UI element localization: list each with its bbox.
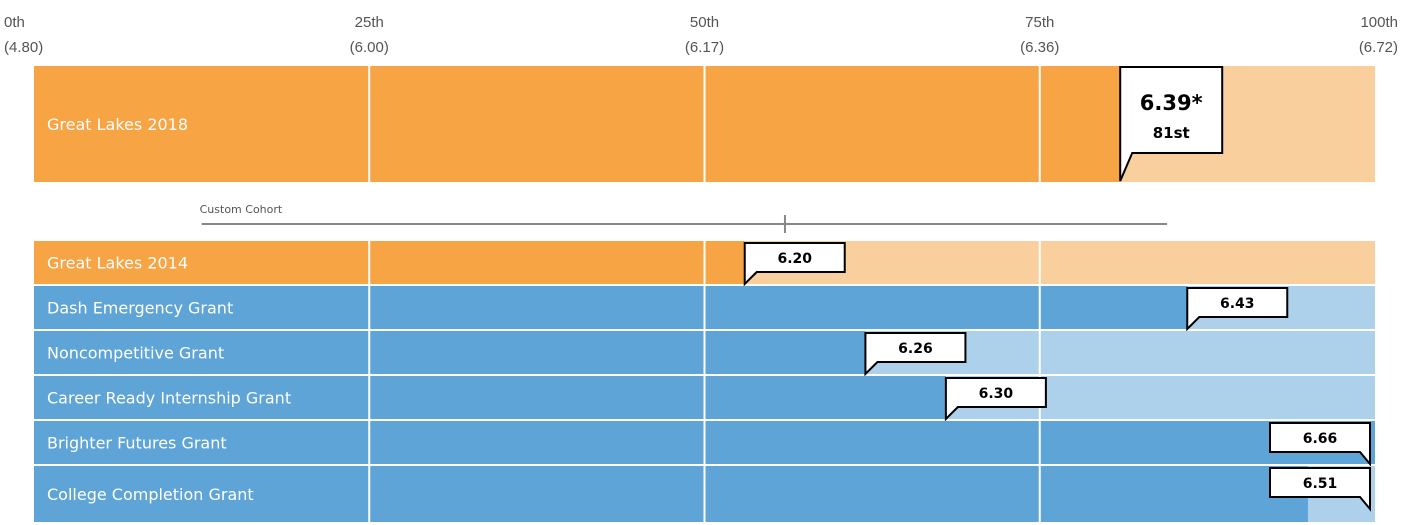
series-bar-3-fill (34, 376, 946, 419)
featured-callout-percentile: 81st (1153, 124, 1190, 142)
series-bar-4-value-label: 6.66 (1303, 431, 1338, 447)
series-bar-3-value-label: 6.30 (979, 386, 1014, 402)
series-bar-4-callout (1269, 422, 1371, 467)
featured-callout-value: 6.39* (1140, 91, 1203, 115)
series-bar-3-callout (944, 377, 1047, 422)
tick-label-25th: 25th (355, 14, 384, 31)
tick-value-label-100th: (6.72) (1359, 39, 1398, 56)
series-bar-2-callout (864, 332, 967, 377)
series-bar-1-callout (1186, 287, 1289, 332)
featured-bar-fill (34, 66, 1121, 182)
series-bar-2-value-label: 6.26 (898, 341, 933, 357)
cohort-label: Custom Cohort (200, 203, 283, 216)
series-bar-0-label: Great Lakes 2014 (47, 254, 188, 273)
tick-label-0th: 0th (4, 14, 25, 31)
series-bar-0-fill (34, 241, 745, 284)
tick-label-100th: 100th (1360, 14, 1398, 31)
tick-label-50th: 50th (690, 14, 719, 31)
series-bar-0-callout (743, 242, 846, 287)
series-bar-3-label: Career Ready Internship Grant (47, 389, 291, 408)
featured-callout (1119, 66, 1224, 182)
series-bar-5-fill (34, 466, 1308, 522)
series-bar-5-label: College Completion Grant (47, 485, 254, 504)
series-bar-2-fill (34, 331, 866, 374)
series-bar-1-label: Dash Emergency Grant (47, 299, 233, 318)
series-bar-1-value-label: 6.43 (1220, 296, 1255, 312)
series-bar-2-label: Noncompetitive Grant (47, 344, 224, 363)
tick-value-label-50th: (6.17) (685, 39, 724, 56)
featured-bar-label: Great Lakes 2018 (47, 115, 188, 134)
tick-label-75th: 75th (1025, 14, 1054, 31)
series-bar-5-value-label: 6.51 (1303, 476, 1338, 492)
series-bar-5-callout (1269, 467, 1371, 512)
tick-value-label-0th: (4.80) (4, 39, 43, 56)
tick-value-label-25th: (6.00) (350, 39, 389, 56)
series-bar-4-label: Brighter Futures Grant (47, 434, 227, 453)
series-bar-1-fill (34, 286, 1188, 329)
tick-value-label-75th: (6.36) (1020, 39, 1059, 56)
series-bar-0-value-label: 6.20 (777, 251, 812, 267)
